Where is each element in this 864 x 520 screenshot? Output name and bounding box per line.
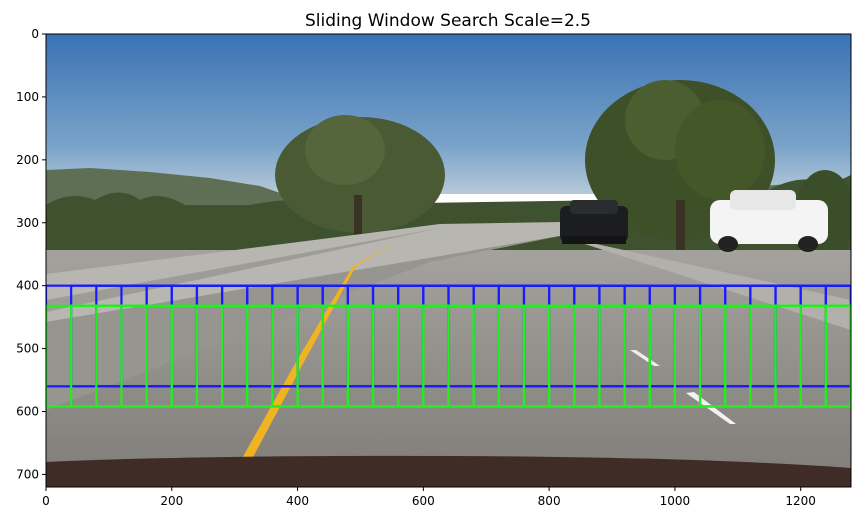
hood [46,455,851,487]
x-tick-label: 800 [538,494,561,508]
car-white-body [710,200,828,244]
road-photo [46,34,851,487]
x-tick-label: 1000 [660,494,691,508]
shoulder-left [46,236,560,410]
x-axis: 0 200 400 600 800 1000 1200 [42,487,816,508]
y-tick-label: 0 [31,27,39,41]
barrier [46,222,560,322]
y-tick-label: 700 [16,467,39,481]
lane-dash-2 [630,350,660,366]
y-tick-label: 200 [16,153,39,167]
y-axis: 0 100 200 300 400 500 600 700 [16,27,46,481]
y-tick-label: 500 [16,342,39,356]
y-tick-label: 400 [16,279,39,293]
y-tick-label: 600 [16,405,39,419]
plot-frame [45,33,852,488]
x-tick-label: 600 [412,494,435,508]
lane-dash-1 [686,392,736,424]
lane-line-yellow [226,240,400,487]
y-tick-label: 100 [16,90,39,104]
chart-title: Sliding Window Search Scale=2.5 [305,11,591,31]
car-black-body [560,206,628,242]
x-tick-label: 200 [160,494,183,508]
x-tick-label: 0 [42,494,50,508]
x-tick-label: 1200 [785,494,816,508]
sliding-windows [46,284,851,408]
x-tick-label: 400 [286,494,309,508]
y-tick-label: 300 [16,216,39,230]
window-box-1 [824,304,851,408]
